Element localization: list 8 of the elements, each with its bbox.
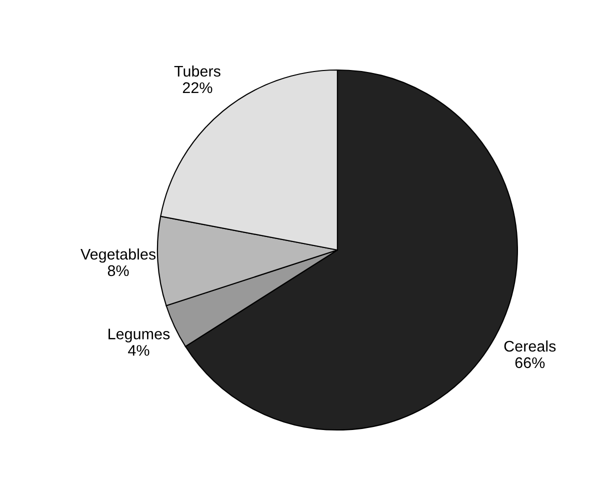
slice-label: Tubers bbox=[174, 65, 220, 77]
data-label: 66% bbox=[515, 357, 545, 368]
slice-label: Vegetables bbox=[80, 248, 156, 263]
data-label: 4% bbox=[128, 345, 150, 356]
slice-label: Cereals bbox=[504, 340, 556, 352]
data-label: 22% bbox=[182, 82, 212, 94]
slice-label: Legumes bbox=[108, 328, 170, 342]
data-label: 8% bbox=[108, 265, 129, 276]
